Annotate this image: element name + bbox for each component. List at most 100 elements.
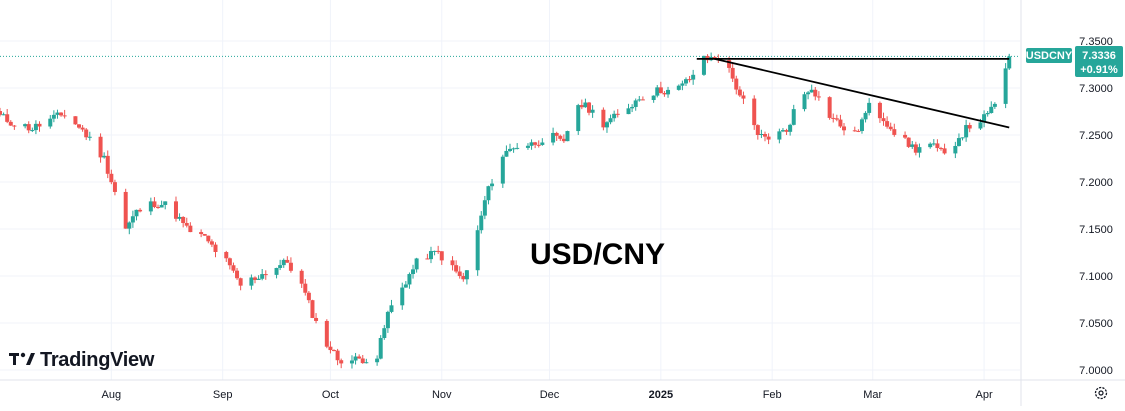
candle-body <box>73 116 78 125</box>
candle-body <box>400 287 405 306</box>
candle-body <box>55 112 60 115</box>
candle-body <box>0 111 2 115</box>
candle-body <box>910 144 915 147</box>
candle-body <box>235 270 240 279</box>
candle-body <box>508 148 512 151</box>
candle-body <box>565 131 570 142</box>
candle-body <box>730 67 735 79</box>
candle-body <box>630 106 635 109</box>
candle-body <box>439 251 444 261</box>
candle-body <box>687 79 692 81</box>
symbol-label: USDCNY <box>1026 50 1073 62</box>
candle-body <box>651 95 656 101</box>
candle-body <box>159 204 164 208</box>
x-tick-label: Aug <box>102 389 122 401</box>
settings-gear-icon[interactable] <box>1094 386 1108 400</box>
candle-body <box>640 99 645 101</box>
candle-body <box>784 130 789 132</box>
candle-body <box>604 122 609 128</box>
candle-body <box>414 258 419 270</box>
candle-body <box>956 138 961 146</box>
candle-body <box>299 270 304 284</box>
candle-body <box>935 143 940 149</box>
candle-body <box>766 136 771 140</box>
candle-body <box>77 124 82 128</box>
candle-body <box>206 235 211 242</box>
candle-body <box>389 305 394 312</box>
candle-body <box>454 265 459 272</box>
candle-body <box>583 102 588 108</box>
candle-body <box>755 125 760 135</box>
tradingview-brand-text: TradingView <box>40 349 155 371</box>
candle-body <box>680 83 685 86</box>
y-tick-label: 7.1000 <box>1079 271 1113 283</box>
candle-body <box>881 118 886 122</box>
candle-body <box>1007 56 1012 69</box>
trendline-downtrend[interactable] <box>714 57 1010 129</box>
candle-body <box>856 130 861 132</box>
candle-body <box>353 356 358 361</box>
vertical-gridlines <box>110 0 985 380</box>
candle-body <box>148 201 153 212</box>
candle-body <box>511 148 516 150</box>
candle-body <box>561 138 566 142</box>
candle-body <box>863 112 868 120</box>
candle-body <box>504 150 509 157</box>
candle-body <box>382 328 387 338</box>
candle-body <box>802 94 807 110</box>
candle-body <box>885 121 890 127</box>
candle-body <box>737 89 742 96</box>
candle-body <box>403 284 408 288</box>
candle-body <box>859 119 864 131</box>
candle-body <box>928 143 933 148</box>
candle-body <box>759 133 764 135</box>
candle-body <box>199 232 204 235</box>
candle-body <box>834 118 839 120</box>
candle-body <box>683 79 688 84</box>
candle-body <box>288 262 293 271</box>
candle-body <box>763 133 767 137</box>
candle-body <box>360 358 365 364</box>
y-tick-label: 7.2500 <box>1079 130 1113 142</box>
time-axis[interactable]: Aug Sep Oct Nov Dec 2025 Feb Mar Apr <box>0 379 1125 401</box>
candle-body <box>734 78 739 90</box>
price-badge: 7.3336 +0.91% <box>1075 46 1123 77</box>
candle-body <box>658 87 663 94</box>
candle-body <box>314 317 319 321</box>
candle-body <box>461 276 466 280</box>
candle-body <box>525 145 530 148</box>
candle-body <box>436 250 441 252</box>
candle-body <box>662 93 667 95</box>
candle-body <box>554 132 559 136</box>
candle-body <box>23 124 28 127</box>
candle-body <box>590 109 595 113</box>
price-axis[interactable]: 7.3500 7.3000 7.2500 7.2000 7.1500 7.1000 7.05… <box>1020 0 1113 406</box>
candle-body <box>425 258 430 260</box>
candle-body <box>978 122 983 129</box>
candle-body <box>112 182 117 192</box>
candle-body <box>479 215 484 231</box>
candle-body <box>37 123 42 127</box>
candle-body <box>432 250 437 252</box>
candle-body <box>260 274 265 279</box>
candle-body <box>612 113 617 119</box>
candle-body <box>558 135 563 139</box>
candle-body <box>813 89 818 97</box>
candle-body <box>666 89 671 95</box>
candle-body <box>457 271 462 277</box>
candle-body <box>676 85 681 90</box>
candle-body <box>938 148 943 150</box>
candle-body <box>500 156 505 184</box>
candle-body <box>51 114 56 119</box>
candle-body <box>809 89 814 93</box>
candle-body <box>411 269 416 275</box>
candle-body <box>540 142 545 145</box>
candle-body <box>867 102 872 113</box>
x-tick-label: Nov <box>432 389 452 401</box>
y-tick-label: 7.0000 <box>1079 365 1113 377</box>
candle-body <box>827 97 832 118</box>
candle-body <box>87 136 92 138</box>
candle-body <box>791 109 796 125</box>
candle-body <box>906 137 911 147</box>
